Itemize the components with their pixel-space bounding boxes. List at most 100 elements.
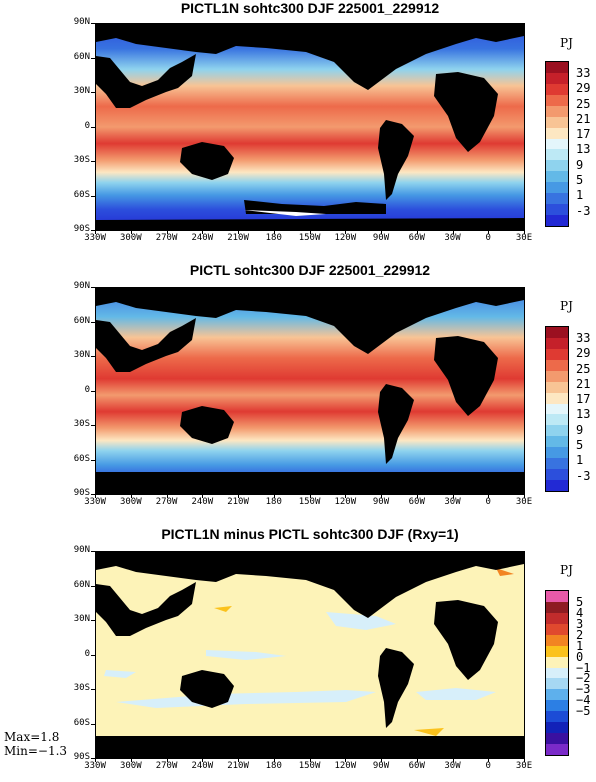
colorbar-label: -3 xyxy=(576,203,591,218)
colorbar-label: 25 xyxy=(576,96,591,111)
colorbar-segment xyxy=(546,105,568,118)
lat-label: 60N xyxy=(73,579,90,590)
panel-1-field xyxy=(96,24,524,230)
colorbar-segment xyxy=(546,149,568,161)
lon-label: 240W xyxy=(191,497,214,507)
colorbar-segment xyxy=(546,62,568,74)
colorbar-segment xyxy=(546,612,568,625)
min-stat: Min=−1.3 xyxy=(4,744,68,758)
colorbar-label: 5 xyxy=(576,173,584,188)
lon-label: 30W xyxy=(444,761,461,771)
lon-tick xyxy=(273,759,275,762)
lon-tick xyxy=(95,231,96,234)
colorbar-label: 1 xyxy=(576,188,584,203)
lon-tick xyxy=(381,495,382,498)
colorbar-segment xyxy=(546,127,568,140)
panel-3-unit: PJ xyxy=(560,563,573,577)
colorbar-label: 17 xyxy=(576,127,591,142)
lon-label: 270W xyxy=(155,497,178,507)
lat-tick xyxy=(91,390,95,392)
lon-tick xyxy=(452,759,454,762)
lon-tick xyxy=(95,759,96,762)
lon-label: 0 xyxy=(485,497,491,507)
lon-label: 150W xyxy=(298,761,321,771)
colorbar-label: 33 xyxy=(576,330,591,345)
colorbar-label: 29 xyxy=(576,346,591,361)
lat-tick xyxy=(91,585,95,587)
colorbar-segment xyxy=(546,392,568,405)
colorbar-label: -3 xyxy=(576,468,591,483)
colorbar-segment xyxy=(546,469,568,481)
colorbar-segment xyxy=(546,711,568,723)
colorbar-segment xyxy=(546,645,568,658)
colorbar-segment xyxy=(546,370,568,383)
lon-tick xyxy=(488,759,490,762)
colorbar-segment xyxy=(546,160,568,172)
colorbar-segment xyxy=(546,656,568,669)
lat-label: 90N xyxy=(73,17,90,27)
lon-label: 120W xyxy=(334,761,357,771)
colorbar-segment xyxy=(546,193,568,205)
panel-1-map xyxy=(95,23,525,231)
lon-label: 60W xyxy=(408,233,425,243)
lon-tick xyxy=(416,495,418,498)
colorbar-segment xyxy=(546,359,568,372)
colorbar-segment xyxy=(546,601,568,614)
lat-tick xyxy=(91,23,95,24)
panel-3-colorbar xyxy=(545,590,569,756)
lat-tick xyxy=(91,195,95,197)
lon-tick xyxy=(202,231,204,234)
lon-label: 300W xyxy=(119,497,142,507)
lon-tick xyxy=(452,231,454,234)
lat-tick xyxy=(91,459,95,461)
lon-tick xyxy=(381,759,382,762)
lat-tick xyxy=(91,57,95,59)
lon-tick xyxy=(345,231,347,234)
lon-tick xyxy=(309,495,311,498)
lon-tick xyxy=(130,759,132,762)
lat-label: 0 xyxy=(84,648,90,659)
colorbar-label: 0 xyxy=(576,649,584,664)
colorbar-segment xyxy=(546,458,568,470)
lon-tick xyxy=(95,495,96,498)
lon-tick xyxy=(130,495,132,498)
colorbar-segment xyxy=(546,138,568,150)
colorbar-label: 21 xyxy=(576,376,591,391)
lon-tick xyxy=(166,231,168,234)
lon-tick xyxy=(416,759,418,762)
lon-tick xyxy=(166,495,168,498)
colorbar-segment xyxy=(546,700,568,712)
panel-2-map xyxy=(95,287,525,495)
lon-tick xyxy=(238,495,239,498)
colorbar-label: 5 xyxy=(576,594,584,609)
colorbar-segment xyxy=(546,678,568,690)
lon-tick xyxy=(273,231,275,234)
lon-label: 210W xyxy=(227,497,249,507)
lat-tick xyxy=(91,425,95,426)
lon-label: 300W xyxy=(119,761,142,771)
lon-tick xyxy=(524,495,525,498)
panel-1-unit: PJ xyxy=(560,36,573,50)
lon-label: 90W xyxy=(372,497,390,507)
lat-tick xyxy=(91,126,95,128)
colorbar-segment xyxy=(546,733,568,745)
colorbar-label: 4 xyxy=(576,605,584,620)
colorbar-segment xyxy=(546,215,568,227)
colorbar-segment xyxy=(546,182,568,194)
colorbar-label: 13 xyxy=(576,407,591,422)
colorbar-segment xyxy=(546,447,568,459)
colorbar-segment xyxy=(546,634,568,647)
panel-3-field xyxy=(96,552,524,758)
lat-tick xyxy=(91,551,95,552)
lon-label: 330W xyxy=(84,233,106,243)
lon-label: 300W xyxy=(119,233,142,243)
lon-label: 180 xyxy=(265,497,282,507)
lon-tick xyxy=(345,759,347,762)
colorbar-label: 1 xyxy=(576,638,584,653)
colorbar-segment xyxy=(546,116,568,129)
lon-tick xyxy=(238,231,239,234)
lat-label: 60S xyxy=(73,453,90,464)
lat-tick xyxy=(91,620,95,621)
panel-3-title: PICTL1N minus PICTL sohtc300 DJF (Rxy=1) xyxy=(161,526,459,542)
colorbar-label: −4 xyxy=(576,693,591,708)
